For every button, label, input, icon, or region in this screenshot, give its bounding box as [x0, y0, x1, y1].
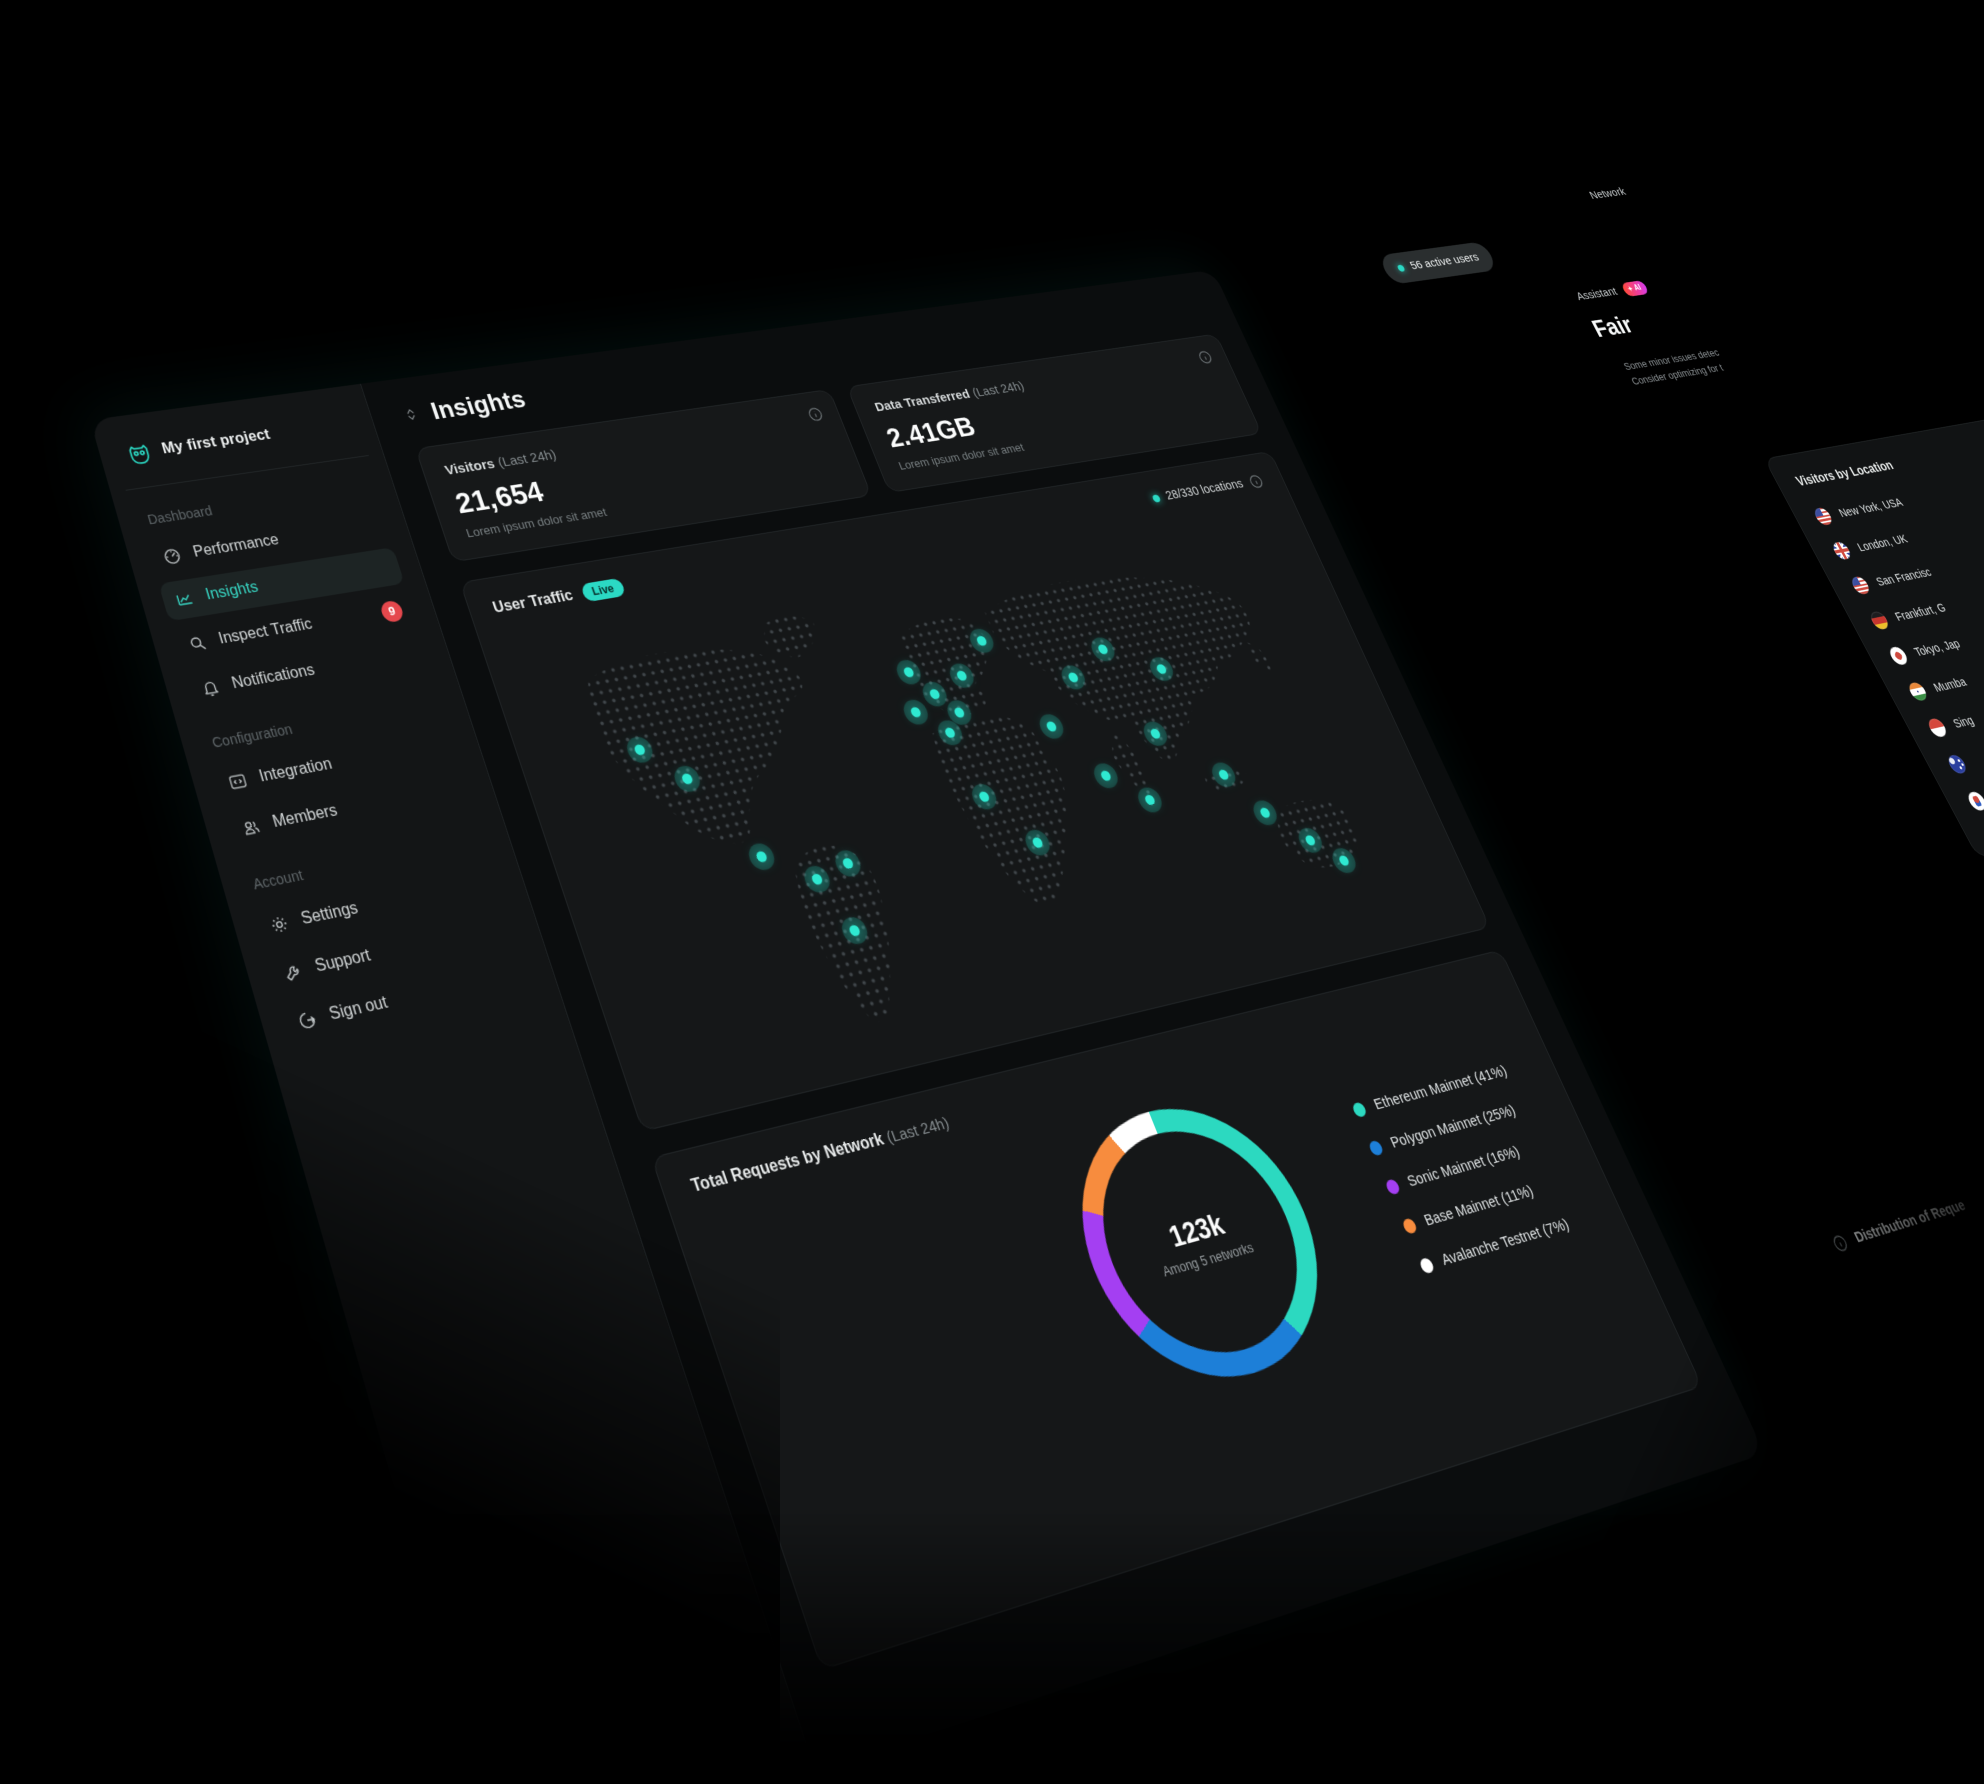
- network-status-description: Some minor issues detec Consider optimiz…: [1621, 345, 1730, 390]
- sidebar: My first project Dashboard Performance Ins…: [90, 383, 816, 1784]
- sidebar-item-label: Support: [313, 946, 373, 976]
- sidebar-item-label: Insights: [203, 579, 261, 604]
- network-status-value: Fair: [1587, 310, 1638, 343]
- legend-label: Sonic Mainnet (16%): [1404, 1143, 1523, 1191]
- main-content: Insights Visitors(Last 24h) 21,654 Lorem…: [361, 270, 1742, 1714]
- network-panel-title: Network: [1587, 185, 1629, 202]
- insights-chart-icon: [173, 588, 197, 610]
- location-label: Mumba: [1930, 674, 1969, 695]
- sidebar-item-label: Sign out: [327, 993, 390, 1024]
- info-icon[interactable]: [1829, 1232, 1853, 1256]
- sidebar-section: Account Settings Support Sign out: [243, 831, 537, 1047]
- donut-center: 123k Among 5 networks: [1043, 1086, 1358, 1405]
- requests-legend: Ethereum Mainnet (41%) Polygon Mainnet (2…: [1350, 1063, 1579, 1277]
- dashboard-plane: My first project Dashboard Performance Ins…: [90, 171, 1984, 1784]
- sidebar-item-label: Notifications: [229, 662, 317, 693]
- user-traffic-title: User Traffic: [490, 586, 576, 616]
- flag-icon-de: [1867, 610, 1891, 631]
- info-icon[interactable]: [1245, 472, 1267, 490]
- search-icon: [185, 632, 210, 654]
- location-list: New York, USA London, UK San Francisc Frank…: [1811, 447, 1984, 812]
- code-icon: [225, 770, 250, 793]
- location-label: New York, USA: [1836, 495, 1906, 520]
- sign-out-icon: [294, 1008, 320, 1033]
- project-selector[interactable]: My first project: [117, 409, 357, 471]
- flag-icon-us: [1811, 506, 1835, 527]
- location-label: San Francisc: [1873, 565, 1934, 589]
- legend-dot: [1367, 1139, 1385, 1157]
- locations-count: 28/330 locations: [1163, 477, 1246, 503]
- location-label: Frankfurt, G: [1892, 600, 1949, 624]
- active-users-label: 56 active users: [1407, 250, 1482, 273]
- location-label: Tokyo, Jap: [1911, 636, 1963, 660]
- gear-icon: [267, 912, 293, 937]
- requests-content: 123k Among 5 networks Ethereum Mainnet (…: [705, 1020, 1619, 1508]
- assistant-label: Assistant: [1573, 284, 1620, 303]
- legend-dot: [1384, 1178, 1402, 1196]
- flag-icon-au: [1945, 753, 1969, 775]
- flag-icon-kr: [1965, 790, 1984, 812]
- visitors-by-location-card: Visitors by Location New York, USA London…: [1763, 393, 1984, 859]
- legend-label: Base Mainnet (11%): [1421, 1182, 1537, 1230]
- page-title: Insights: [427, 385, 530, 425]
- legend-dot: [1351, 1101, 1368, 1119]
- info-icon[interactable]: [1195, 349, 1216, 366]
- visitors-by-location-title: Visitors by Location: [1793, 458, 1897, 489]
- sidebar-section: Configuration Integration Members: [202, 694, 476, 851]
- wrench-icon: [280, 960, 306, 985]
- stat-period: (Last 24h): [495, 447, 559, 471]
- distribution-header: Distribution of Reque: [1829, 1196, 1970, 1255]
- sidebar-item-label: Performance: [191, 532, 281, 561]
- legend-label: Avalanche Testnet (7%): [1438, 1215, 1572, 1270]
- legend-label: Polygon Mainnet (25%): [1387, 1101, 1519, 1152]
- project-name: My first project: [160, 427, 273, 458]
- stat-period: (Last 24h): [970, 379, 1027, 401]
- world-map: [491, 509, 1476, 1114]
- flag-icon-us: [1849, 575, 1872, 596]
- active-users-dot: [1396, 264, 1406, 272]
- sidebar-item-label: Inspect Traffic: [216, 616, 315, 648]
- sidebar-item-label: Members: [270, 802, 340, 832]
- user-traffic-card: User Traffic Live 28/330 locations: [459, 450, 1491, 1132]
- flag-icon-in: [1906, 681, 1930, 702]
- legend-dot: [1401, 1217, 1419, 1235]
- legend-dot: [1418, 1256, 1436, 1275]
- sidebar-collapse-icon[interactable]: [402, 407, 420, 423]
- requests-period: (Last 24h): [884, 1114, 952, 1148]
- owl-logo-icon: [124, 440, 155, 467]
- stat-label: Visitors: [442, 456, 497, 479]
- location-label: Sing: [1950, 712, 1977, 731]
- info-icon[interactable]: [804, 405, 826, 424]
- flag-icon-sg: [1925, 717, 1950, 739]
- sidebar-item-label: Settings: [299, 899, 361, 929]
- live-badge: Live: [579, 577, 627, 603]
- flag-icon-jp: [1887, 645, 1911, 666]
- distribution-title: Distribution of Reque: [1851, 1196, 1969, 1247]
- bell-icon: [198, 677, 223, 699]
- notification-count-badge: 9: [378, 599, 406, 624]
- sidebar-item-label: Integration: [257, 755, 335, 786]
- dashboard-board: My first project Dashboard Performance Ins…: [90, 269, 1765, 1784]
- location-label: London, UK: [1854, 531, 1910, 555]
- ai-badge: ✦ AI: [1620, 280, 1650, 297]
- stat-label: Data Transferred: [872, 387, 973, 415]
- sidebar-section: Dashboard Performance Insights Inspect Traf…: [138, 479, 433, 711]
- gauge-icon: [160, 546, 184, 567]
- flag-icon-gb: [1830, 541, 1854, 561]
- members-icon: [239, 816, 264, 840]
- requests-donut-chart: 123k Among 5 networks: [1043, 1085, 1359, 1406]
- locations-dot: [1151, 493, 1162, 503]
- assistant-row: Assistant ✦ AI: [1574, 280, 1650, 304]
- active-users-badge: 56 active users: [1377, 241, 1499, 285]
